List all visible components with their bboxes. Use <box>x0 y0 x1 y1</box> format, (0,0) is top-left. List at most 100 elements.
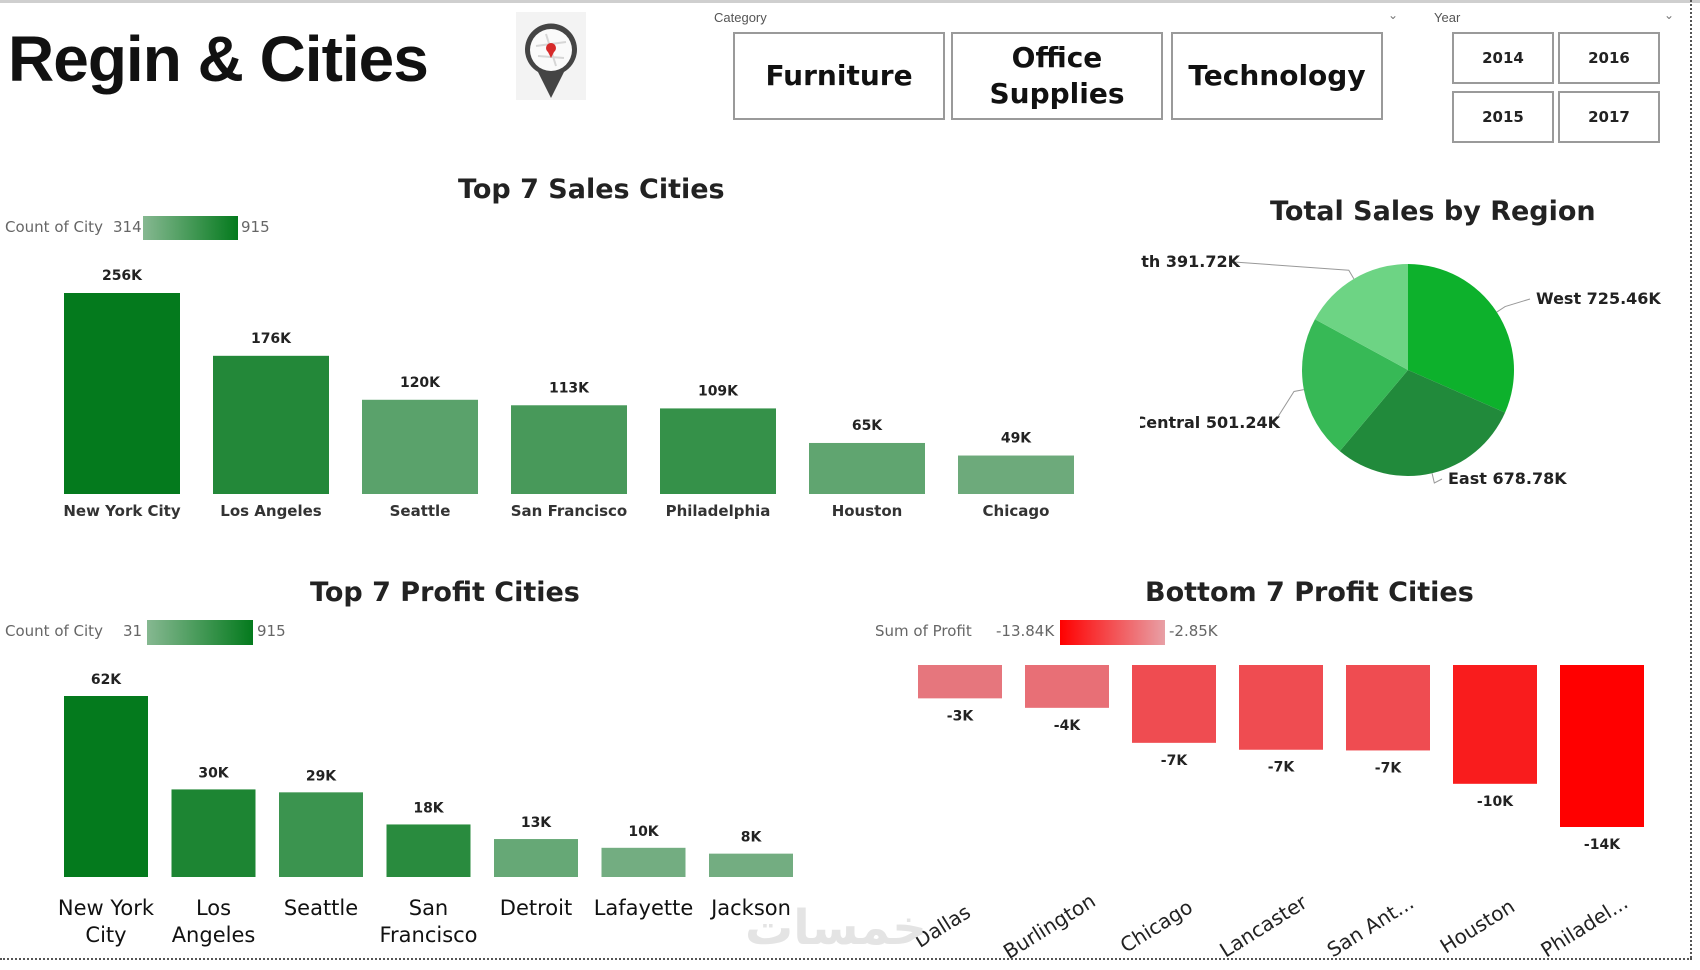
bar <box>660 408 776 494</box>
chart-title-sales-by-region: Total Sales by Region <box>1270 196 1596 227</box>
bar <box>171 789 256 877</box>
data-label: 10K <box>628 824 659 840</box>
bar <box>709 853 793 877</box>
page-title: Regin & Cities <box>8 23 429 95</box>
category-label: Philadel... <box>1536 890 1632 962</box>
category-slicer-label: Category <box>714 10 767 25</box>
chart-title-top-sales: Top 7 Sales Cities <box>458 174 725 205</box>
category-label: San Ant... <box>1323 890 1418 962</box>
year-2016-button[interactable]: 2016 <box>1558 32 1660 84</box>
data-label: 30K <box>198 765 229 781</box>
category-label: New York <box>58 896 155 920</box>
pie-slice-west <box>1408 264 1514 413</box>
leader-line <box>1496 298 1531 313</box>
bar <box>958 455 1074 494</box>
legend-gradient <box>147 620 253 645</box>
bar <box>1560 665 1644 827</box>
data-label: -7K <box>1268 760 1296 776</box>
category-label: Francisco <box>379 923 477 947</box>
category-furniture-button[interactable]: Furniture <box>733 32 945 120</box>
legend-gradient <box>143 216 238 240</box>
legend-max: 915 <box>241 218 270 236</box>
category-label: Chicago <box>983 502 1050 520</box>
data-label: -7K <box>1161 753 1189 769</box>
category-label: San Francisco <box>511 502 627 520</box>
category-label: New York City <box>63 502 181 520</box>
data-label: -4K <box>1054 718 1082 734</box>
data-label: 109K <box>698 383 739 399</box>
right-border <box>1690 0 1692 958</box>
category-label: Chicago <box>1116 895 1197 958</box>
legend-gradient <box>1060 620 1165 645</box>
category-label: Philadelphia <box>666 502 771 520</box>
leader-line <box>1233 261 1355 280</box>
legend-min: -13.84K <box>996 622 1055 640</box>
pie-slice-central <box>1302 319 1408 452</box>
chart-title-bottom-profit: Bottom 7 Profit Cities <box>1145 577 1474 608</box>
slice-label: East 678.78K <box>1448 469 1567 488</box>
bar <box>64 293 180 494</box>
watermark-text: خمسات <box>745 900 927 956</box>
data-label: 8K <box>741 830 763 846</box>
legend-label: Count of City <box>5 218 103 236</box>
pie-slice-east <box>1339 370 1506 477</box>
data-label: 176K <box>251 331 292 347</box>
bar <box>279 792 363 877</box>
category-label: Jackson <box>709 896 791 920</box>
data-label: 49K <box>1001 431 1032 447</box>
bar <box>1025 665 1109 708</box>
slice-label: Central 501.24K <box>1140 413 1281 432</box>
bar <box>64 696 148 877</box>
pie-slice-south <box>1314 264 1408 370</box>
bar <box>601 847 686 877</box>
data-label: 13K <box>521 815 552 831</box>
category-label: Lafayette <box>594 896 694 920</box>
year-2015-button[interactable]: 2015 <box>1452 91 1554 143</box>
category-label: Houston <box>832 502 903 520</box>
category-label: Lancaster <box>1215 889 1312 962</box>
map-pin-icon <box>516 12 586 100</box>
data-label: -3K <box>947 708 975 724</box>
category-technology-button[interactable]: Technology <box>1171 32 1383 120</box>
data-label: 29K <box>306 768 337 784</box>
bar <box>1346 665 1430 751</box>
data-label: 120K <box>400 375 441 391</box>
bar <box>1132 665 1216 743</box>
data-label: 65K <box>852 418 883 434</box>
data-label: -10K <box>1477 794 1514 810</box>
leader-line <box>1431 473 1443 484</box>
legend-min: 31 <box>123 622 143 640</box>
chevron-down-icon[interactable]: ⌄ <box>1664 8 1675 22</box>
category-label: San <box>409 896 449 920</box>
chart-title-top-profit: Top 7 Profit Cities <box>310 577 580 608</box>
category-label: Seattle <box>284 896 358 920</box>
bar <box>213 355 329 494</box>
legend-max: 915 <box>257 622 286 640</box>
slice-label: South 391.72K <box>1140 252 1241 271</box>
slice-label: West 725.46K <box>1536 289 1661 308</box>
legend-min: 314 <box>113 218 142 236</box>
bar <box>494 839 578 877</box>
data-label: -7K <box>1375 760 1403 776</box>
bar <box>1453 665 1537 784</box>
year-2014-button[interactable]: 2014 <box>1452 32 1554 84</box>
category-label: Seattle <box>390 502 451 520</box>
legend-max: -2.85K <box>1169 622 1218 640</box>
category-office-supplies-button[interactable]: Office Supplies <box>951 32 1163 120</box>
year-slicer-label: Year <box>1434 10 1461 25</box>
category-label: City <box>85 923 126 947</box>
chevron-down-icon[interactable]: ⌄ <box>1388 8 1399 22</box>
bar <box>511 405 627 494</box>
category-label: Angeles <box>172 923 256 947</box>
category-label: Detroit <box>500 896 572 920</box>
data-label: -14K <box>1584 837 1621 853</box>
bar <box>362 399 478 494</box>
category-label: Houston <box>1436 894 1519 958</box>
year-2017-button[interactable]: 2017 <box>1558 91 1660 143</box>
bottom-profit-bar-chart: -3KDallas-4KBurlington-7KChicago-7KLanca… <box>910 665 1644 964</box>
top-border <box>0 0 1700 3</box>
bar <box>918 665 1002 699</box>
category-label: Los <box>196 896 231 920</box>
category-label: Los Angeles <box>220 502 322 520</box>
data-label: 18K <box>413 800 444 816</box>
